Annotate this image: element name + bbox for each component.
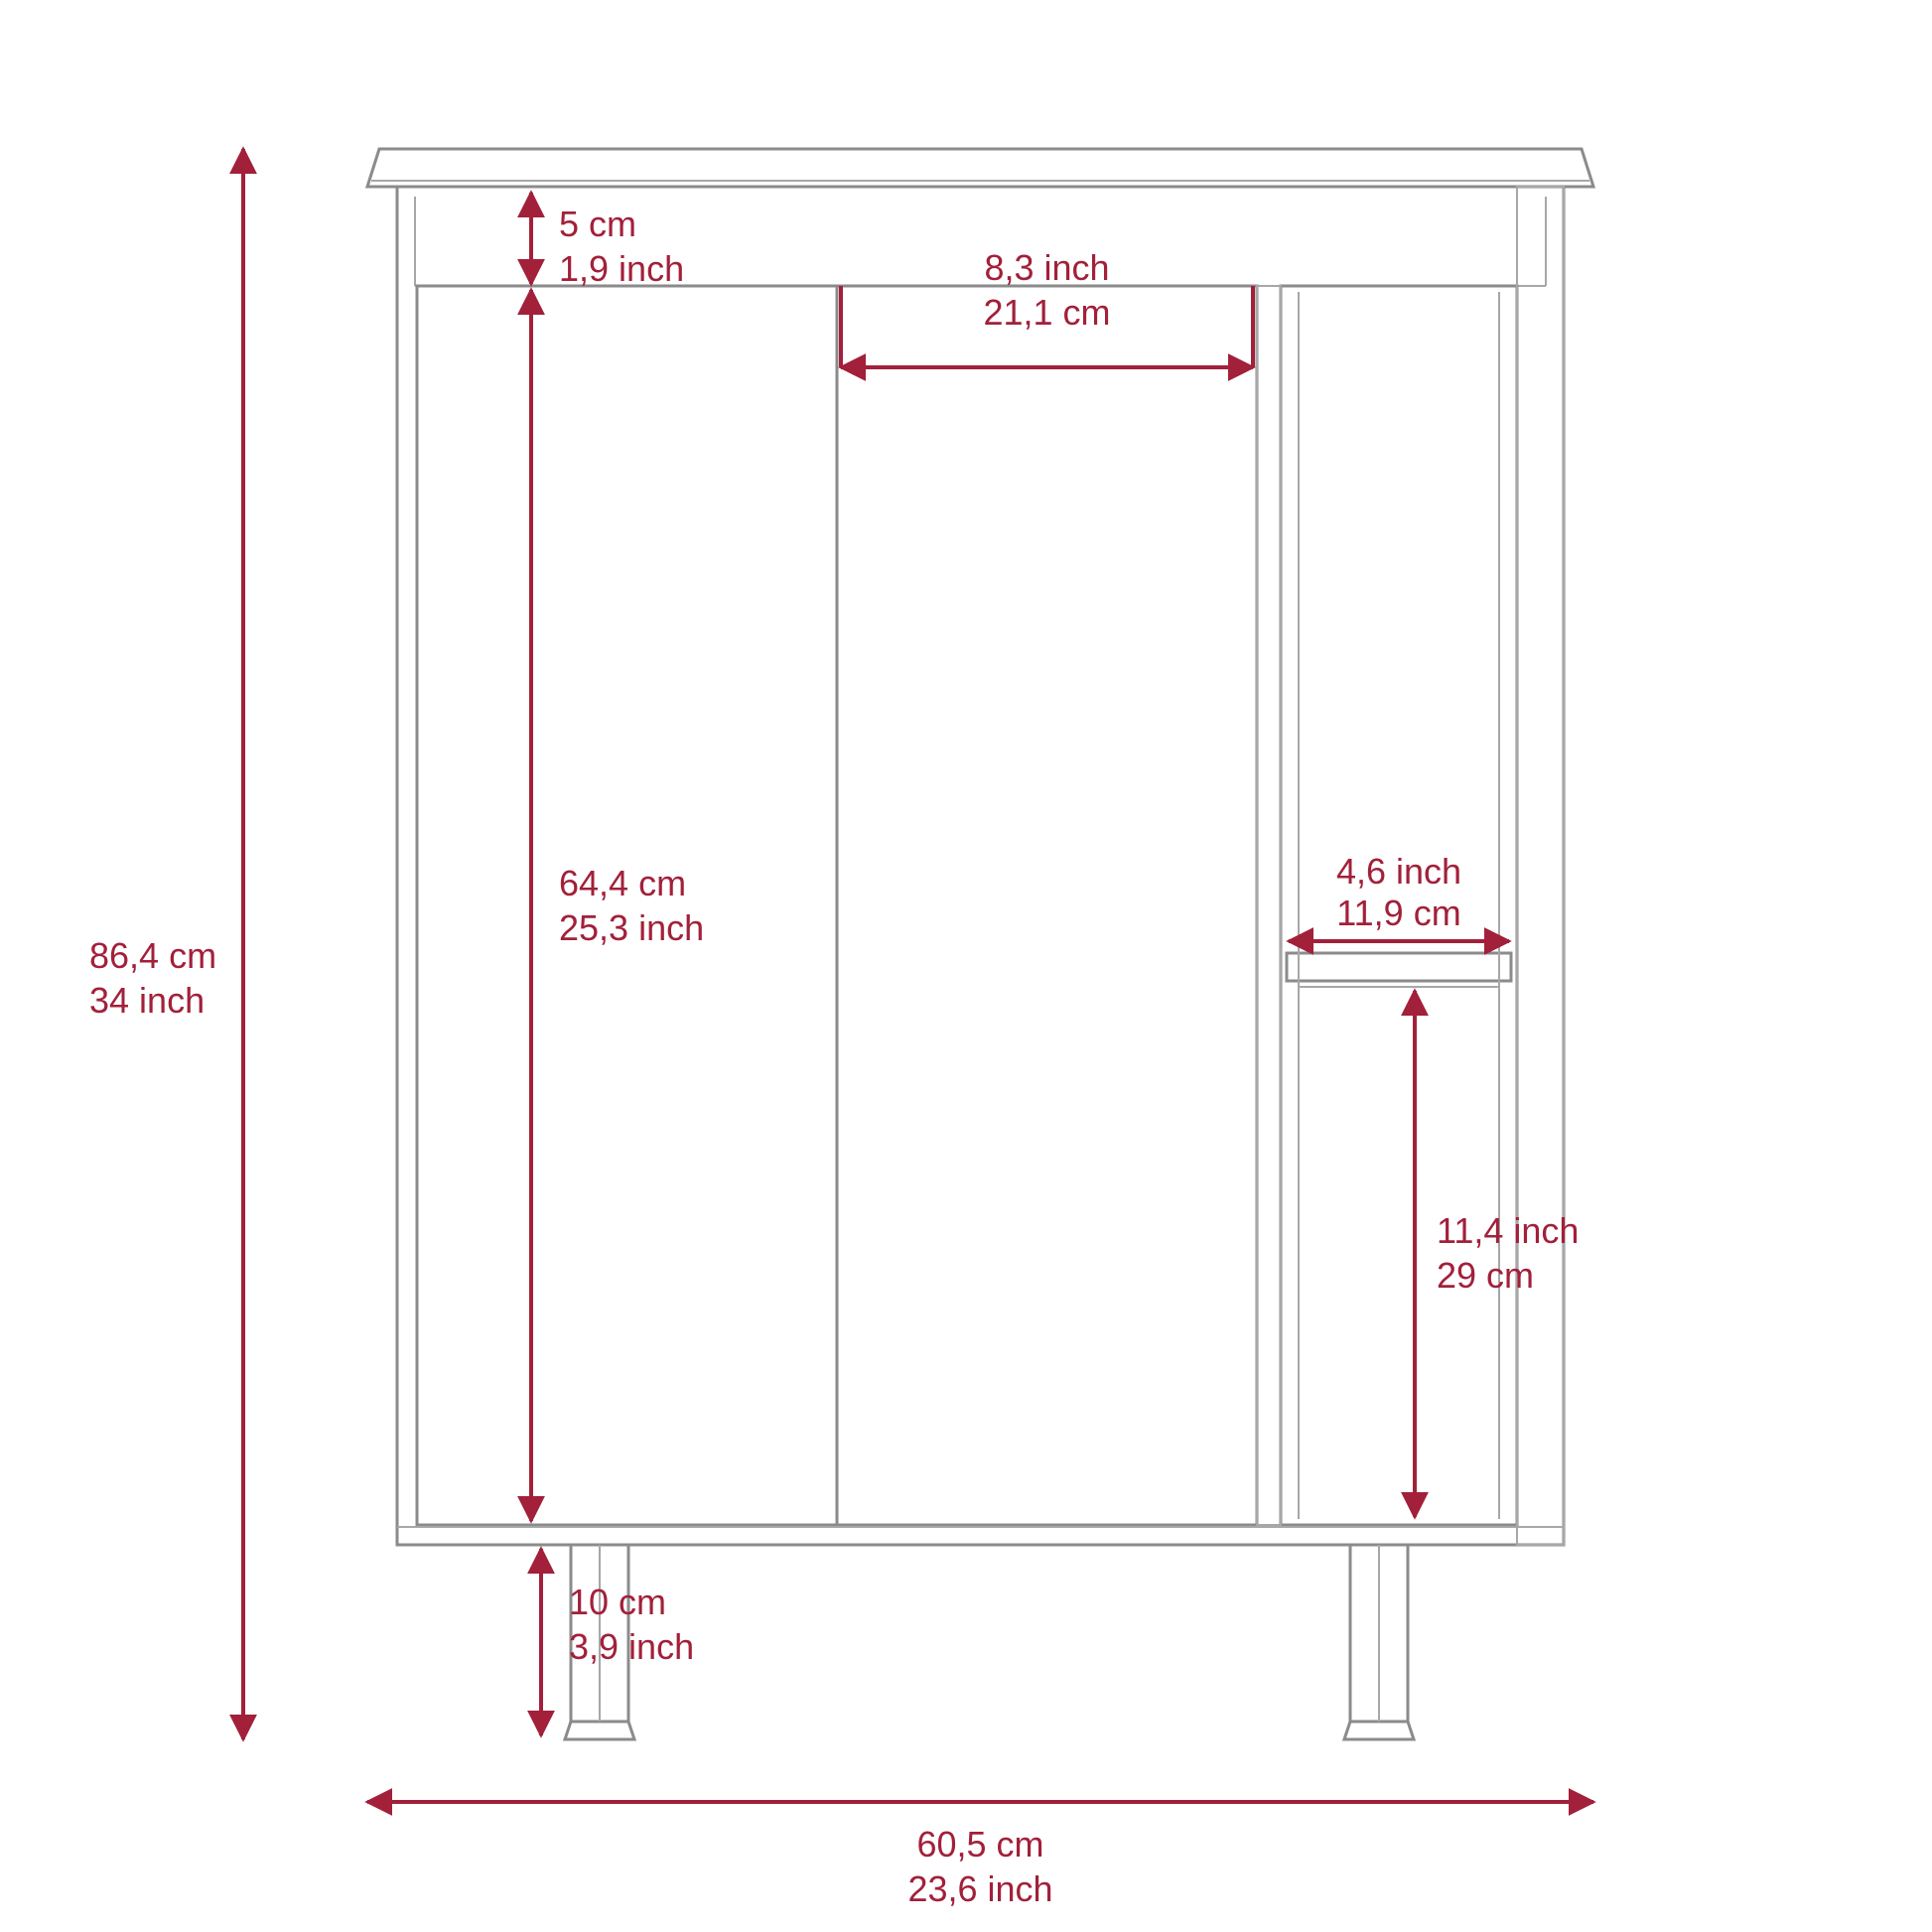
label-doorw-in: 8,3 inch (984, 247, 1109, 288)
label-slotw-cm: 11,9 cm (1336, 893, 1460, 933)
label-sloth-in: 11,4 inch (1437, 1210, 1579, 1251)
label-doorw-cm: 21,1 cm (983, 292, 1110, 333)
label-sloth-cm: 29 cm (1437, 1255, 1534, 1296)
label-topgap-cm: 5 cm (559, 204, 636, 244)
label-width-in: 23,6 inch (907, 1868, 1052, 1909)
label-doorh-cm: 64,4 cm (559, 863, 686, 903)
label-doorh-in: 25,3 inch (559, 907, 704, 948)
cabinet-outline (367, 149, 1593, 1739)
dimension-labels: 86,4 cm34 inch 60,5 cm23,6 inch 5 cm1,9 in… (89, 204, 1579, 1909)
label-height-in: 34 inch (89, 980, 205, 1021)
label-width-cm: 60,5 cm (916, 1824, 1043, 1864)
dimension-lines (243, 149, 1593, 1802)
label-topgap-in: 1,9 inch (559, 248, 684, 289)
label-slotw-in: 4,6 inch (1336, 851, 1461, 892)
label-leg-cm: 10 cm (569, 1582, 666, 1622)
label-height-cm: 86,4 cm (89, 935, 216, 976)
label-leg-in: 3,9 inch (569, 1626, 694, 1667)
